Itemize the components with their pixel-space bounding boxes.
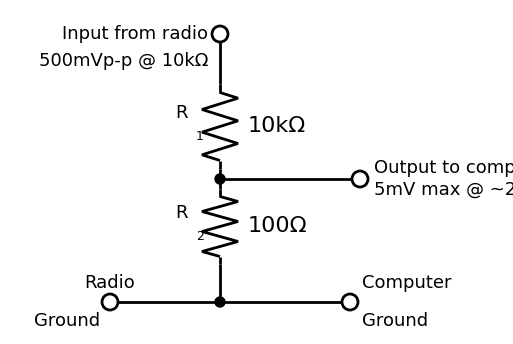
Circle shape — [215, 174, 225, 184]
Text: 5mV max @ ~2.2kΩ: 5mV max @ ~2.2kΩ — [374, 181, 513, 199]
Text: Ground: Ground — [362, 312, 428, 330]
Text: 1: 1 — [196, 130, 204, 143]
Circle shape — [342, 294, 358, 310]
Text: Input from radio: Input from radio — [62, 25, 208, 43]
Text: Radio: Radio — [85, 274, 135, 292]
Circle shape — [212, 26, 228, 42]
Text: 100Ω: 100Ω — [248, 216, 308, 237]
Text: Output to computer: Output to computer — [374, 159, 513, 177]
Text: R: R — [175, 105, 188, 122]
Text: Ground: Ground — [34, 312, 100, 330]
Text: Computer: Computer — [362, 274, 451, 292]
Text: R: R — [175, 204, 188, 223]
Text: 2: 2 — [196, 230, 204, 244]
Text: 500mVp-p @ 10kΩ: 500mVp-p @ 10kΩ — [38, 52, 208, 70]
Circle shape — [102, 294, 118, 310]
Text: 10kΩ: 10kΩ — [248, 117, 306, 137]
Circle shape — [215, 297, 225, 307]
Circle shape — [352, 171, 368, 187]
